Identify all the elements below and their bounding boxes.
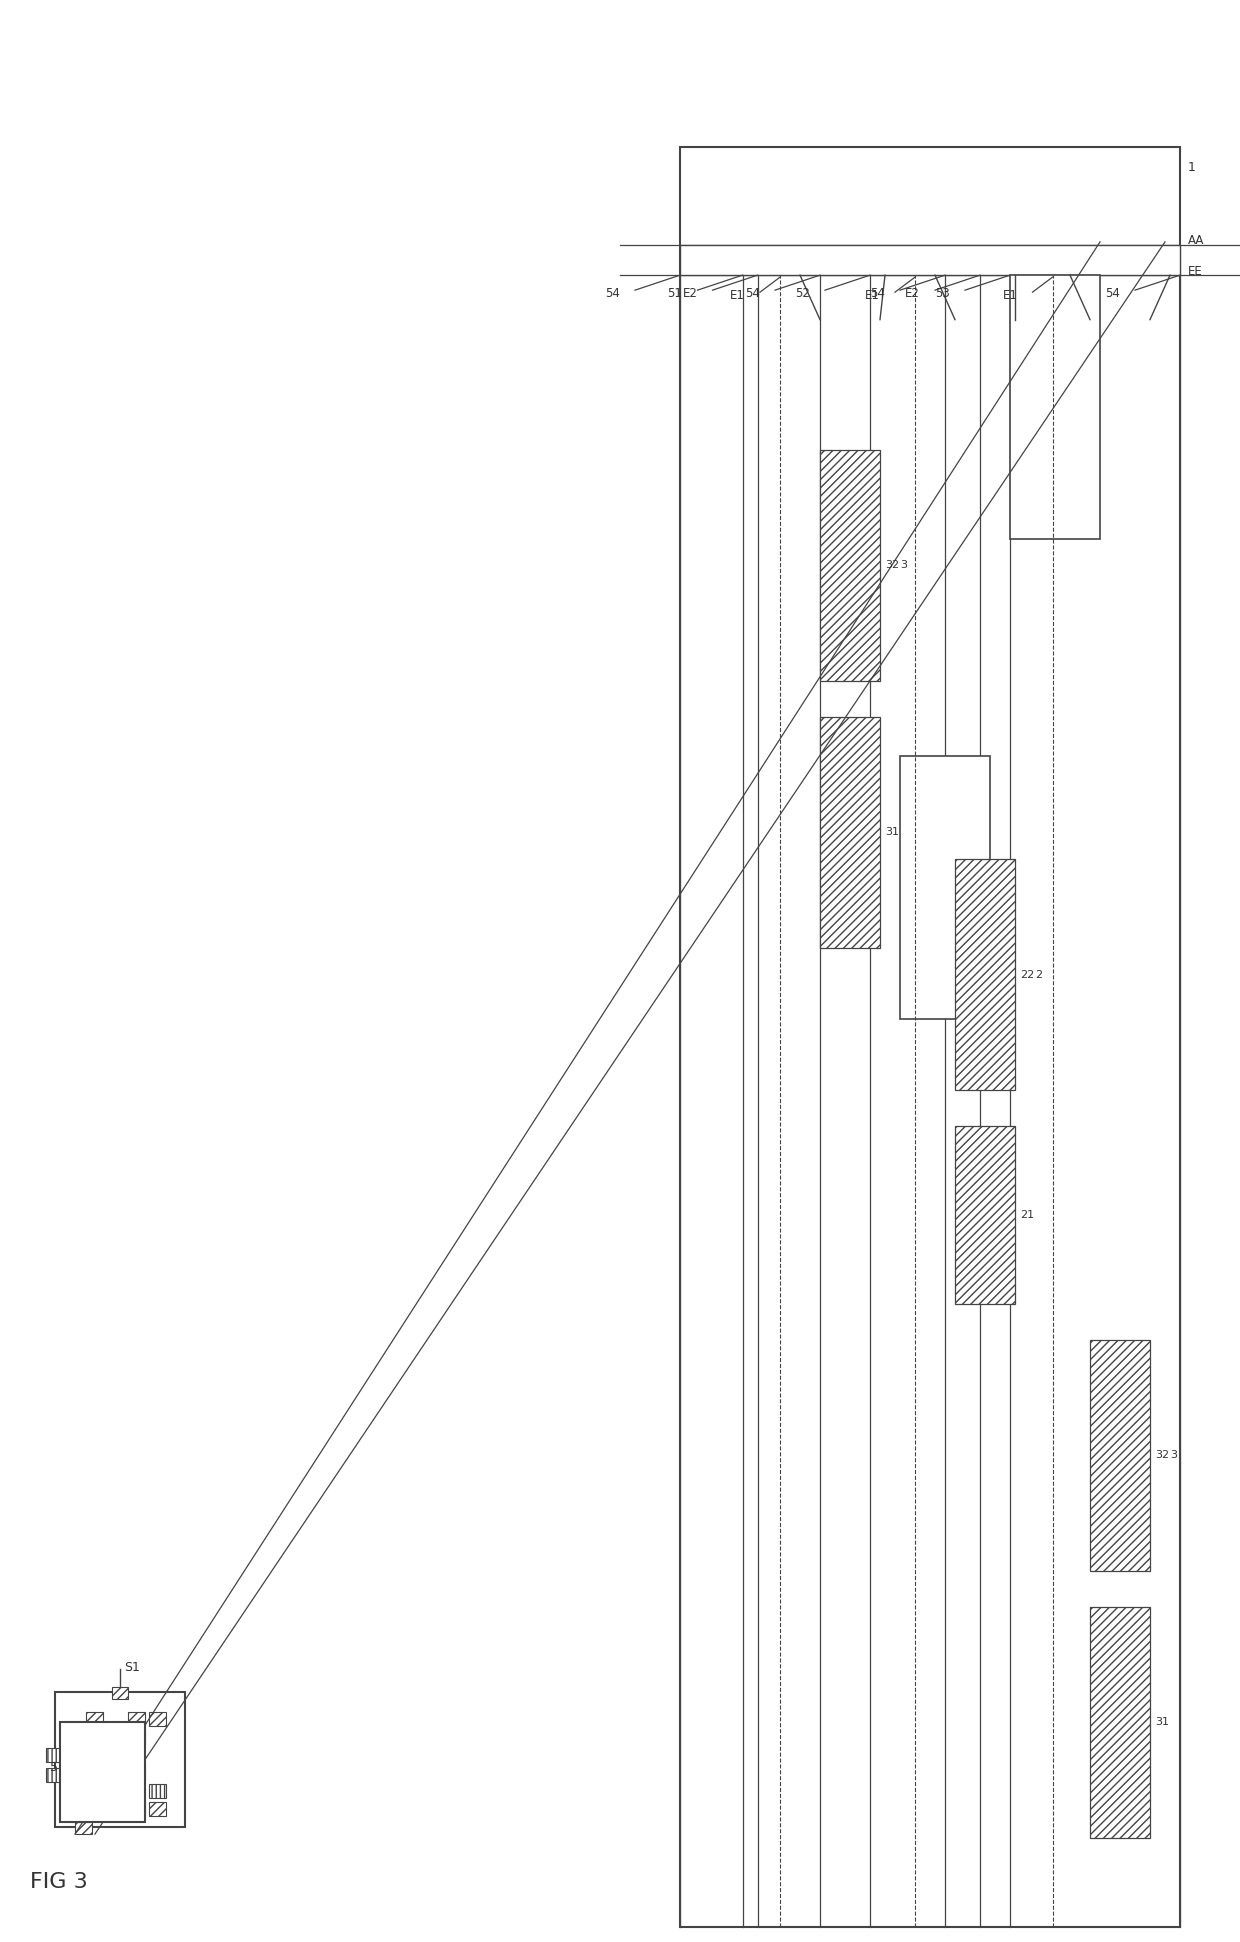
Bar: [955, 858, 1016, 1089]
Bar: [680, 245, 1180, 276]
Bar: [820, 451, 880, 682]
Bar: [1011, 276, 1100, 538]
Bar: [900, 755, 990, 1020]
Text: E1: E1: [866, 289, 880, 301]
Bar: [149, 1713, 166, 1726]
Bar: [128, 1765, 145, 1781]
Bar: [1090, 1340, 1149, 1571]
Text: 51: 51: [667, 287, 682, 299]
Bar: [149, 1785, 166, 1798]
Bar: [680, 148, 1180, 1926]
Bar: [86, 1713, 103, 1726]
Text: S1: S1: [124, 1660, 140, 1674]
Bar: [820, 717, 880, 948]
Text: EE: EE: [1188, 264, 1203, 278]
Bar: [128, 1802, 145, 1816]
Text: 31: 31: [1154, 1717, 1169, 1726]
Text: 54: 54: [870, 287, 885, 299]
Bar: [86, 1730, 103, 1744]
Text: 21: 21: [1021, 1210, 1034, 1220]
Bar: [86, 1802, 103, 1816]
Bar: [107, 1730, 124, 1744]
Bar: [955, 1126, 1016, 1303]
Bar: [107, 1748, 124, 1761]
Text: FIG 3: FIG 3: [30, 1872, 88, 1892]
Text: 5: 5: [50, 1761, 58, 1773]
Bar: [60, 1723, 145, 1822]
Text: 52: 52: [795, 287, 810, 299]
Text: E1: E1: [730, 289, 745, 301]
Bar: [107, 1765, 124, 1781]
Text: AA: AA: [1188, 235, 1204, 247]
Text: 54: 54: [605, 287, 620, 299]
Text: 22: 22: [1021, 969, 1034, 979]
Text: 1: 1: [1188, 161, 1195, 173]
Bar: [55, 1691, 185, 1827]
Bar: [64, 1748, 82, 1761]
Bar: [64, 1785, 82, 1798]
Text: 3: 3: [1171, 1451, 1177, 1460]
Bar: [112, 1688, 128, 1699]
Text: E2: E2: [682, 287, 697, 299]
Bar: [46, 1767, 60, 1783]
Bar: [128, 1730, 145, 1744]
Bar: [107, 1785, 124, 1798]
Bar: [74, 1822, 92, 1833]
Bar: [128, 1713, 145, 1726]
Bar: [149, 1802, 166, 1816]
Bar: [46, 1748, 60, 1761]
Text: E1: E1: [1002, 289, 1017, 301]
Text: 53: 53: [935, 287, 950, 299]
Text: E2: E2: [905, 287, 920, 299]
Text: 3: 3: [900, 561, 906, 571]
Text: 54: 54: [745, 287, 760, 299]
Text: 54: 54: [1105, 287, 1120, 299]
Bar: [1090, 1606, 1149, 1837]
Text: 31: 31: [885, 827, 899, 837]
Text: 2: 2: [1035, 969, 1042, 979]
Bar: [86, 1765, 103, 1781]
Text: 32: 32: [1154, 1451, 1169, 1460]
Text: 32: 32: [885, 561, 899, 571]
